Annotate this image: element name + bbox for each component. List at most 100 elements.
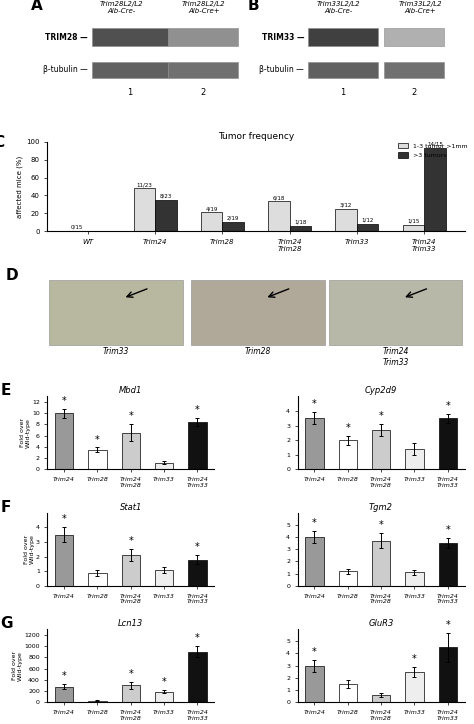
Text: *: * [446,401,450,411]
Bar [168,28,238,46]
Bar [188,652,207,702]
Text: 3/12: 3/12 [340,203,352,208]
Text: Trim28L2/L2
Alb-Cre+: Trim28L2/L2 Alb-Cre+ [182,1,226,14]
Bar [329,280,463,345]
Text: B: B [248,0,260,13]
Text: 6/18: 6/18 [273,195,285,200]
Text: G: G [0,616,13,631]
Text: *: * [128,669,133,679]
Text: 1/12: 1/12 [361,217,374,222]
Title: Lcn13: Lcn13 [118,619,144,628]
Bar [405,449,424,469]
Text: 1/18: 1/18 [294,220,307,225]
Text: *: * [195,542,200,552]
Bar [155,691,173,702]
Title: Tumor frequency: Tumor frequency [218,132,294,141]
Bar [372,695,390,702]
Bar [338,571,357,586]
Bar [305,418,324,469]
Text: Trim28: Trim28 [245,348,271,356]
Bar [55,534,73,586]
Bar [188,560,207,586]
Text: Trim33L2/L2
Alb-Cre-: Trim33L2/L2 Alb-Cre- [316,1,360,14]
Bar [188,421,207,469]
Text: *: * [128,411,133,421]
Text: β-tubulin —: β-tubulin — [43,65,88,75]
Bar [88,450,107,469]
Text: Trim28L2/L2
Alb-Cre-: Trim28L2/L2 Alb-Cre- [100,1,144,14]
Text: *: * [62,396,66,405]
Bar [335,209,357,231]
Title: Cyp2d9: Cyp2d9 [365,387,397,395]
Bar [405,672,424,702]
Bar [305,537,324,586]
Text: *: * [312,518,317,528]
Text: *: * [128,536,133,547]
Text: *: * [379,521,383,531]
Text: *: * [312,400,317,410]
Bar [438,418,457,469]
Text: TRIM33 —: TRIM33 — [262,33,304,42]
Bar [88,573,107,586]
Text: *: * [95,434,100,445]
Text: 14/15: 14/15 [427,141,443,146]
Text: *: * [446,620,450,630]
Bar [155,200,177,231]
Bar [134,188,155,231]
Bar [155,463,173,469]
Bar [122,555,140,586]
Text: 2: 2 [412,88,417,97]
Bar [438,543,457,586]
Y-axis label: Fold over
Wild-type: Fold over Wild-type [20,418,30,447]
Bar [222,222,244,231]
Y-axis label: Fold over
Wild-type: Fold over Wild-type [12,651,23,681]
Bar [155,570,173,586]
Text: 1: 1 [341,88,346,97]
Text: *: * [62,670,66,681]
Text: *: * [412,654,417,664]
Bar [168,62,238,77]
Bar [338,440,357,469]
Bar [290,226,311,231]
Bar [438,647,457,702]
Text: Trim24
Trim33: Trim24 Trim33 [383,348,409,367]
Title: Tgm2: Tgm2 [369,503,393,512]
Text: *: * [312,647,317,657]
Text: 4/19: 4/19 [205,206,218,211]
Bar [91,62,168,77]
Bar [405,573,424,586]
Bar [402,225,424,231]
Bar [55,413,73,469]
Text: TRIM28 —: TRIM28 — [45,33,88,42]
Title: Stat1: Stat1 [119,503,142,512]
Text: *: * [346,423,350,433]
Text: *: * [62,514,66,524]
Bar [268,201,290,231]
Text: 1/15: 1/15 [407,219,419,224]
Bar [372,541,390,586]
Bar [357,224,378,231]
Text: *: * [195,633,200,643]
Bar [308,62,378,77]
Text: *: * [446,526,450,535]
Title: GluR3: GluR3 [368,619,394,628]
Bar [338,684,357,702]
Text: *: * [162,677,166,687]
Bar [55,686,73,702]
Text: 8/23: 8/23 [160,194,172,198]
Text: β-tubulin —: β-tubulin — [259,65,304,75]
Text: Trim33L2/L2
Alb-Cre+: Trim33L2/L2 Alb-Cre+ [399,1,442,14]
Text: 0/15: 0/15 [71,225,83,230]
Bar [308,28,378,46]
Bar [372,430,390,469]
Text: 2: 2 [200,88,205,97]
Y-axis label: affected mice (%): affected mice (%) [17,156,24,218]
Bar [49,280,183,345]
Text: C: C [0,135,4,150]
Bar [201,212,222,231]
Bar [384,62,445,77]
Text: 1: 1 [127,88,132,97]
Text: F: F [0,500,11,515]
Legend: 1-3 tumor >1mm, >3 tumors: 1-3 tumor >1mm, >3 tumors [396,140,470,161]
Bar [191,280,325,345]
